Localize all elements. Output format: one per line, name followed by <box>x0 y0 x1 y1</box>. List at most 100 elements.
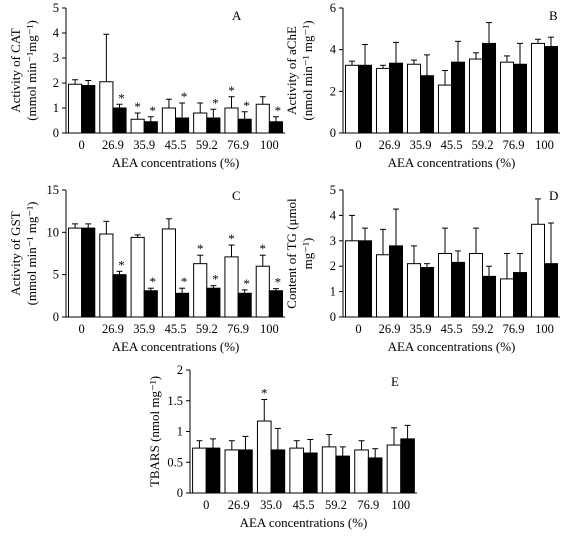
x-tick-label: 100 <box>260 322 279 336</box>
y-tick-label: 2 <box>53 76 59 90</box>
x-tick-label: 0 <box>203 498 209 512</box>
x-tick-label: 100 <box>535 322 554 336</box>
y-tick-label: 5 <box>330 183 336 197</box>
x-tick-label: 45.5 <box>293 498 315 512</box>
y-tick-label: 0 <box>330 310 336 324</box>
black-bar <box>544 46 559 134</box>
y-tick-label: 15 <box>47 183 60 197</box>
x-tick-label: 26.9 <box>379 138 401 152</box>
x-tick-label: 59.2 <box>472 322 494 336</box>
black-bar <box>389 62 404 134</box>
black-bar <box>513 63 528 134</box>
x-tick-label: 100 <box>391 498 410 512</box>
white-bar <box>437 253 453 318</box>
black-bar <box>400 438 415 494</box>
x-tick-label: 0 <box>355 322 361 336</box>
x-tick-label: 76.9 <box>503 322 525 336</box>
x-tick-label: 76.9 <box>503 138 525 152</box>
black-bar <box>389 245 404 318</box>
x-tick-label: 26.9 <box>379 322 401 336</box>
black-bar <box>175 117 190 134</box>
white-bar <box>224 256 239 318</box>
white-bar <box>161 107 177 134</box>
significance-star: * <box>275 103 282 118</box>
black-bar <box>451 261 466 318</box>
panel-letter: A <box>232 8 242 23</box>
y-axis-title: Activity of CAT <box>8 28 23 113</box>
x-tick-label: 0 <box>79 138 85 152</box>
white-bar <box>68 83 83 134</box>
y-axis-title: Activity of aChE <box>284 26 299 115</box>
x-tick-label: 100 <box>535 138 554 152</box>
black-bar <box>205 447 221 494</box>
white-bar <box>375 254 391 318</box>
significance-star: * <box>118 90 125 105</box>
white-bar <box>437 84 453 134</box>
panel-letter: B <box>549 8 558 23</box>
y-axis-title: Content of TG (μmol <box>284 198 299 309</box>
black-bar <box>303 452 318 494</box>
black-bar <box>513 272 528 318</box>
x-tick-label: 35.9 <box>410 322 432 336</box>
white-bar <box>499 278 515 318</box>
black-bar <box>81 227 96 318</box>
y-tick-label: 0.5 <box>167 455 183 469</box>
white-bar <box>406 263 422 318</box>
white-bar <box>68 227 83 318</box>
black-bar <box>175 292 190 318</box>
x-tick-label: 59.2 <box>196 322 218 336</box>
x-tick-label: 59.2 <box>325 498 347 512</box>
white-bar <box>289 447 305 494</box>
significance-star: * <box>197 241 204 256</box>
chart-panel-d: 0 1 2 3 4 5 0 26.9 35.9 45.5 59.2 76.9 100 D AEA conce… <box>284 183 560 354</box>
significance-star: * <box>275 275 282 290</box>
x-tick-label: 35.9 <box>410 138 432 152</box>
black-bar <box>420 266 435 318</box>
y-tick-label: 3 <box>330 234 336 248</box>
panel-letter: D <box>549 188 558 203</box>
black-bar <box>482 275 497 318</box>
white-bar <box>406 63 422 134</box>
white-bar <box>130 236 145 318</box>
y-tick-label: 5 <box>53 1 59 15</box>
significance-star: * <box>243 276 250 291</box>
x-tick-label: 76.9 <box>227 322 249 336</box>
x-tick-label: 26.9 <box>228 498 250 512</box>
panel-letter: C <box>232 188 241 203</box>
black-bar <box>143 290 158 318</box>
white-bar <box>192 447 207 494</box>
white-bar <box>499 61 515 134</box>
x-tick-label: 45.5 <box>165 138 187 152</box>
white-bar <box>99 233 114 318</box>
x-tick-label: 26.9 <box>102 138 124 152</box>
white-bar <box>344 64 360 134</box>
y-tick-label: 2 <box>177 363 183 377</box>
y-tick-label: 0 <box>53 310 59 324</box>
black-bar <box>206 117 221 134</box>
black-bar <box>268 121 283 134</box>
black-bar <box>237 292 252 318</box>
y-tick-label: 2 <box>330 84 336 98</box>
y-axis-title: (mmol min⁻¹mg⁻¹) <box>24 20 39 121</box>
white-bar <box>530 223 545 318</box>
black-bar <box>143 121 158 134</box>
x-tick-label: 45.5 <box>165 322 187 336</box>
x-axis-title: AEA concentrations (%) <box>112 339 240 354</box>
y-tick-label: 6 <box>330 1 336 15</box>
y-tick-label: 1 <box>177 425 183 439</box>
black-bar <box>335 455 351 494</box>
white-bar <box>530 42 545 134</box>
white-bar <box>344 240 360 318</box>
y-tick-label: 0 <box>177 486 183 500</box>
x-tick-label: 45.5 <box>441 138 463 152</box>
y-tick-label: 1.5 <box>167 394 183 408</box>
x-tick-label: 76.9 <box>227 138 249 152</box>
white-bar <box>99 81 114 134</box>
chart-panel-b: 0 2 4 6 0 26.9 35.9 45.5 59.2 76.9 100 B AEA concent… <box>284 1 560 170</box>
black-bar <box>112 274 127 318</box>
white-bar <box>256 420 272 494</box>
white-bar <box>255 103 270 134</box>
black-bar <box>237 118 252 134</box>
black-bar <box>238 449 253 494</box>
white-bar <box>354 449 369 494</box>
